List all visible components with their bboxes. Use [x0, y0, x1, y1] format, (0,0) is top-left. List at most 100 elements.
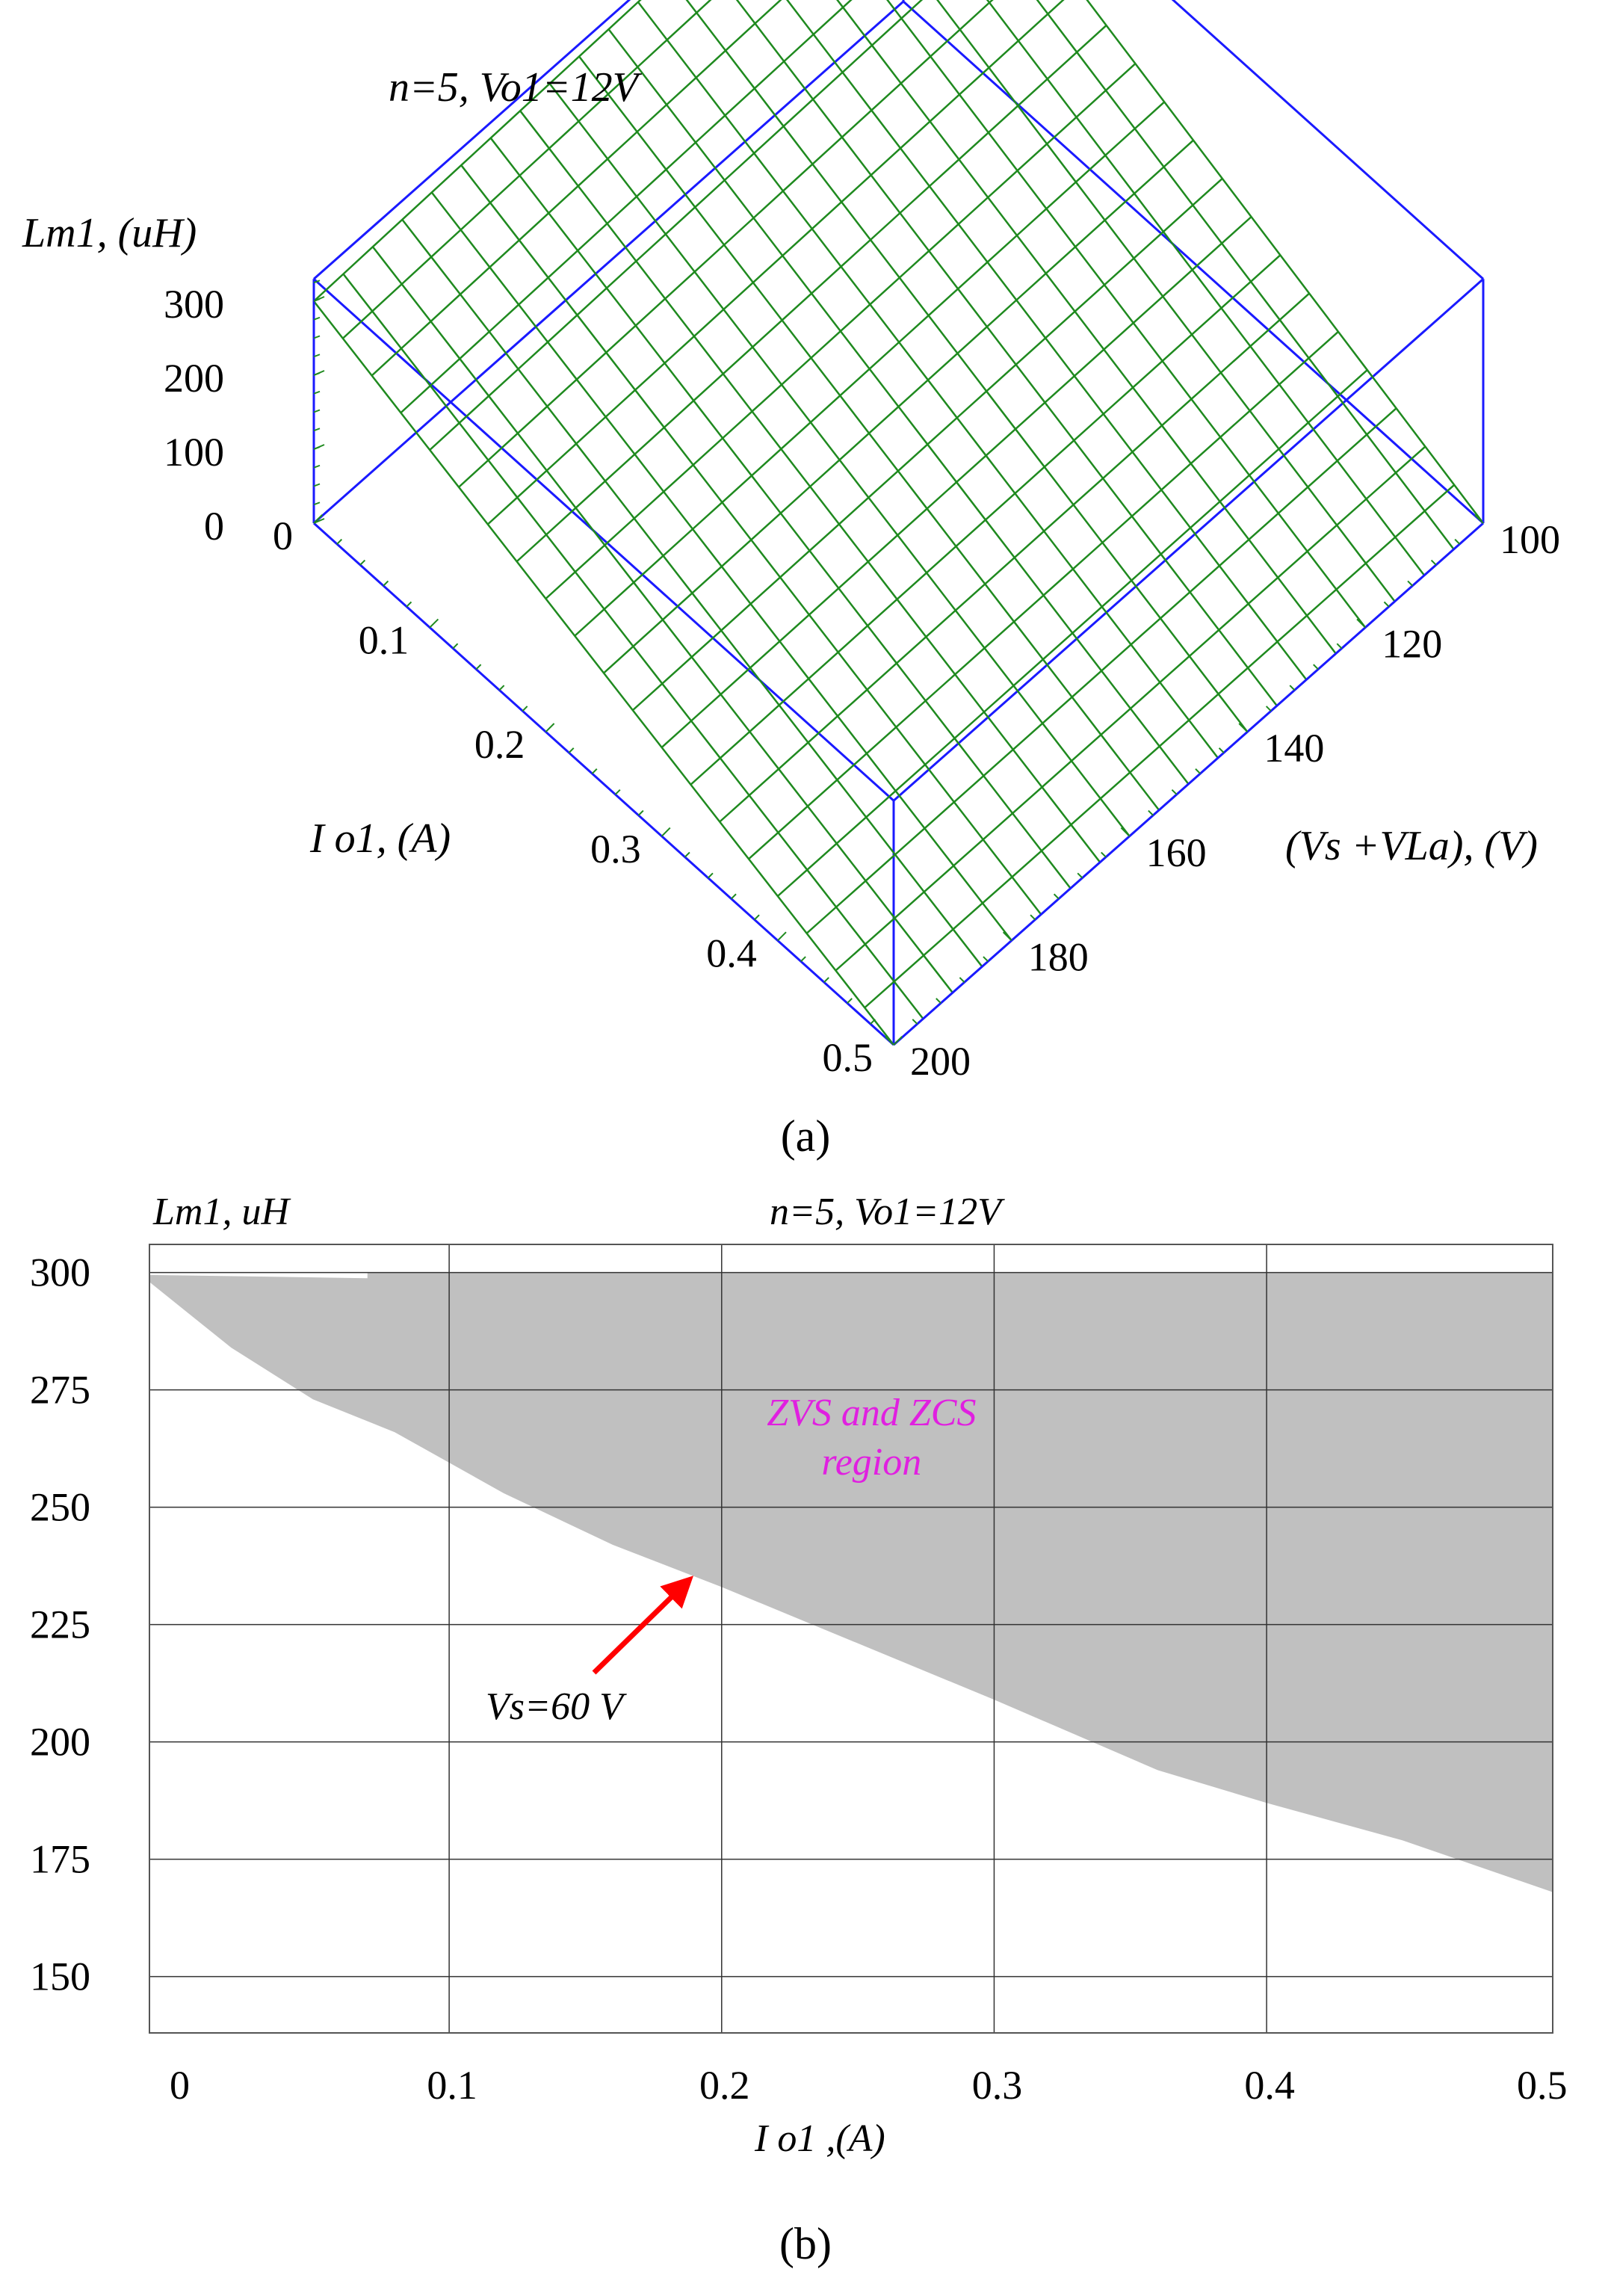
- y-tick: [1383, 601, 1390, 608]
- x-tick-label: 0: [170, 2063, 190, 2108]
- zvs-zcs-region: [149, 1272, 1553, 1892]
- z-minor-tick: [313, 409, 321, 413]
- mesh-line: [519, 110, 1101, 863]
- plot-frame: [149, 1244, 1553, 2034]
- mesh-line: [371, 0, 782, 377]
- y-tick: [1289, 685, 1296, 691]
- x-tick: [637, 809, 644, 816]
- box-edge: [893, 278, 1484, 802]
- x-tick: [684, 851, 690, 858]
- z-tick: [313, 518, 325, 524]
- x-tick: [475, 664, 482, 670]
- vs-annotation: Vs=60 V: [486, 1685, 627, 1728]
- mesh-line: [489, 137, 1072, 889]
- z-minor-tick: [313, 428, 321, 432]
- z-minor-tick: [313, 464, 321, 469]
- y-tick: [1218, 747, 1225, 753]
- x-tick: [731, 893, 737, 900]
- y-axis-label: Lm1, uH: [152, 1191, 291, 1233]
- mesh-line: [341, 0, 712, 339]
- region-label-line: ZVS and ZCS: [767, 1392, 976, 1434]
- x-tick-label: 0.2: [699, 2063, 750, 2108]
- y-tick-label: 120: [1382, 622, 1442, 667]
- x-tick: [614, 789, 621, 795]
- z-tick-label: 300: [164, 282, 224, 327]
- x-tick: [707, 872, 714, 879]
- y-tick: [1101, 851, 1107, 858]
- x-tick: [336, 538, 343, 545]
- x-tick-label: 0.5: [1517, 2063, 1568, 2108]
- z-minor-tick: [313, 483, 321, 487]
- y-tick-label: 140: [1264, 726, 1324, 771]
- box-edge: [312, 278, 895, 802]
- z-minor-tick: [313, 390, 321, 395]
- z-minor-tick: [313, 502, 321, 506]
- mesh-line: [936, 0, 1396, 602]
- y-tick: [1336, 643, 1343, 649]
- x-tick: [452, 643, 459, 649]
- y-tick-label: 100: [1500, 517, 1560, 562]
- y-tick: [1030, 914, 1036, 921]
- z-minor-tick: [313, 354, 321, 358]
- y-tick: [1053, 893, 1060, 900]
- y-tick: [1474, 514, 1484, 524]
- y-tick-label: 250: [30, 1485, 90, 1530]
- panel-label-a: (a): [781, 1111, 831, 1161]
- y-tick-labels: 300 275 250 225 200 175 150: [30, 1250, 90, 1999]
- y-tick: [1356, 618, 1366, 629]
- x-tick: [591, 768, 598, 774]
- y-tick: [1002, 931, 1012, 942]
- x-tick: [568, 747, 575, 753]
- x-tick: [429, 618, 439, 629]
- x-tick-label: 0.3: [590, 827, 641, 871]
- x-tick-label: 0: [273, 513, 293, 558]
- mesh-line: [401, 219, 983, 968]
- y-tick-label: 150: [30, 1954, 90, 1999]
- x-tick: [893, 1036, 903, 1046]
- y-tick: [959, 977, 965, 983]
- y-tick-label: 225: [30, 1602, 90, 1647]
- y-tick: [885, 1036, 894, 1046]
- y-tick: [936, 998, 941, 1004]
- z-tick-label: 200: [164, 356, 224, 401]
- y-tick: [1238, 723, 1249, 732]
- x-tick: [406, 601, 412, 608]
- y-tick: [1077, 872, 1083, 879]
- z-minor-tick: [313, 335, 321, 339]
- x-tick: [800, 956, 806, 963]
- y-tick-label: 275: [30, 1368, 90, 1413]
- z-minor-tick: [313, 316, 321, 321]
- x-tick: [754, 914, 760, 921]
- x-tick: [870, 1019, 876, 1025]
- mesh-line: [1086, 0, 1484, 524]
- x-tick-labels: 0 0.1 0.2 0.3 0.4 0.5: [170, 2063, 1568, 2108]
- mesh-line: [1036, 0, 1455, 550]
- chart-title: n=5, Vo1=12V: [389, 64, 643, 111]
- box-edge: [312, 522, 895, 1046]
- z-minor-tick: [313, 280, 321, 284]
- y-tick: [1265, 706, 1272, 712]
- mesh-line: [578, 55, 1160, 811]
- y-tick: [1454, 538, 1461, 545]
- x-tick: [661, 827, 671, 837]
- x-tick-label: 0.4: [706, 931, 757, 975]
- z-tick-label: 0: [204, 504, 224, 549]
- y-tick: [1148, 809, 1154, 816]
- z-minor-tick: [313, 372, 321, 376]
- mesh-line: [430, 191, 1012, 942]
- region-label: ZVS and ZCS region: [767, 1392, 976, 1484]
- x-tick: [545, 723, 555, 732]
- y-tick: [1430, 559, 1437, 566]
- x-tick-label: 0.1: [427, 2063, 477, 2108]
- surface-mesh: [313, 0, 1484, 1046]
- x-tick: [498, 685, 505, 691]
- mesh-line: [986, 0, 1426, 576]
- grid-lines: [149, 1244, 1553, 2033]
- x-axis-label: I o1 ,(A): [754, 2117, 885, 2160]
- x-tick: [777, 931, 787, 942]
- y-tick: [912, 1019, 918, 1025]
- panel-label-b: (b): [779, 2219, 832, 2268]
- mesh-line: [313, 300, 894, 1046]
- box-edge: [1171, 0, 1485, 280]
- x-tick-label: 0.1: [359, 618, 409, 663]
